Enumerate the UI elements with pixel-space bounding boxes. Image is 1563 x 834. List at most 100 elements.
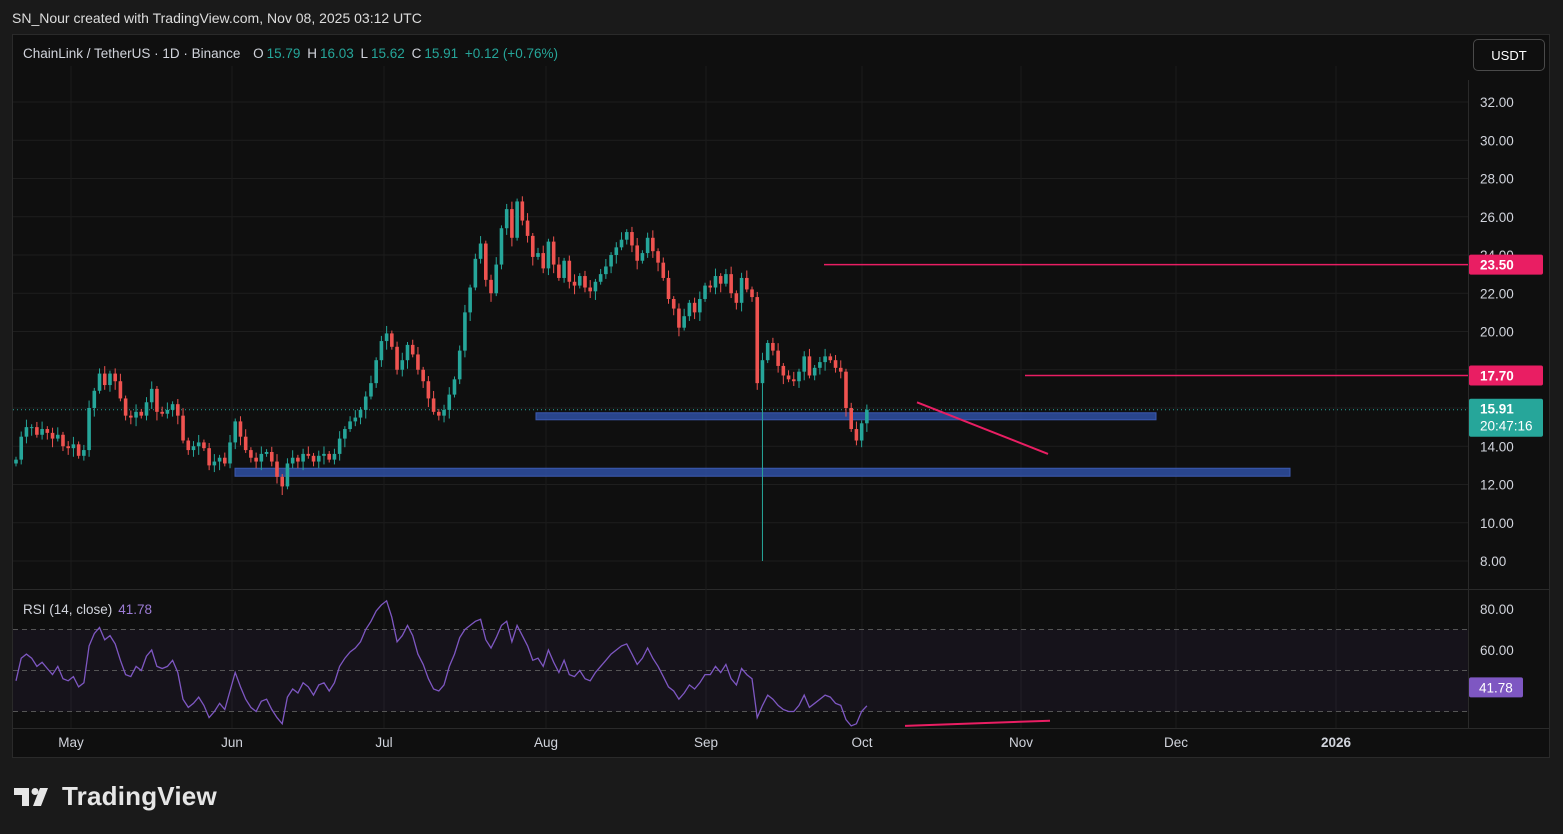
candle-body [379,341,384,361]
low-label: L [360,46,369,61]
candle-body [129,415,133,418]
candle-body [269,451,274,462]
chart-frame[interactable] [12,34,1550,758]
low-value: 15.62 [371,46,405,61]
open-value: 15.79 [266,46,301,61]
candle-body [818,362,822,368]
candle-body [134,411,138,418]
candle-body [708,285,713,288]
candle-body [243,436,248,451]
time-tick-label: Jun [221,735,243,750]
candle-body [280,476,285,487]
high-value: 16.03 [319,46,354,61]
candle-body [238,421,243,437]
candle-body [149,388,154,403]
rsi-name[interactable]: RSI (14, close) [23,602,113,617]
candle-body [823,356,827,363]
time-tick-label: Aug [534,735,558,750]
rsi-value: 41.78 [118,602,153,617]
candle-body [343,429,347,439]
candle-body [384,333,389,342]
candle-body [781,365,786,376]
candle-body [452,379,457,395]
candle-body [478,243,483,259]
candle-body [656,251,660,263]
candle-body [374,360,378,384]
candle-body [504,209,509,229]
candle-body [14,459,18,464]
candle-body [630,232,634,246]
candle-body [400,360,405,370]
candle-body [760,360,765,384]
candle-body [358,409,363,418]
candle-body [557,264,561,278]
candle-body [228,442,232,464]
candle-body [71,444,76,449]
candle-body [176,404,180,416]
candle-body [108,373,112,386]
price-tick-label: 8.00 [1480,554,1506,569]
time-tick-label: May [58,735,84,750]
candle-body [160,411,164,414]
candle-body [76,444,81,456]
candle-body [745,277,749,290]
candle-body [828,356,833,361]
candle-body [92,390,97,408]
candle-body [614,247,619,255]
candle-body [259,453,264,462]
candle-body [541,253,546,269]
time-tick-label: Dec [1164,735,1188,750]
candle-body [102,373,107,386]
candle-body [332,453,337,460]
candle-body [588,287,592,292]
footer-logo[interactable]: TradingView [14,781,217,812]
candle-body [577,276,582,286]
resistance-label-17-70-text: 17.70 [1480,368,1514,383]
tradingview-logo-icon [14,787,48,806]
candle-body [865,409,869,424]
symbol-name[interactable]: ChainLink / TetherUS · 1D · Binance [23,46,241,61]
candle-body [619,239,624,248]
candle-body [217,457,222,462]
candle-body [551,241,556,265]
candle-body [327,453,331,460]
candle-body [651,237,655,252]
candle-body [442,409,446,416]
candle-body [306,453,311,456]
candle-body [609,255,613,267]
candle-body [677,308,681,328]
candle-body [724,274,728,284]
candle-body [797,371,801,382]
candle-body [713,276,718,288]
candle-body [786,375,791,380]
divergence-trendline-price [916,401,1049,455]
candle-body [337,438,342,454]
time-tick-label: Nov [1009,735,1033,750]
candle-body [285,463,290,487]
candle-body [191,446,196,451]
rsi-tick-label: 80.00 [1480,602,1514,617]
candle-body [437,411,441,416]
candle-body [353,417,358,422]
currency-button[interactable]: USDT [1473,39,1545,71]
time-tick-label: Jul [375,735,392,750]
candle-body [838,367,843,372]
candle-body [687,302,692,317]
candle-body [604,266,608,275]
candle-body [525,220,530,236]
candle-body [671,298,676,309]
tradingview-brand: TradingView [62,781,217,811]
candle-body [734,293,739,303]
candle-body [50,432,55,439]
candle-body [322,453,326,456]
candle-body [515,201,519,238]
divergence-trendline-rsi [904,719,1051,727]
candle-body [66,446,70,449]
candle-body [807,356,812,376]
candle-body [254,457,258,462]
candle-body [682,316,686,328]
candle-body [624,232,629,240]
change-value: +0.12 (+0.76%) [464,46,558,61]
candle-body [19,436,24,460]
